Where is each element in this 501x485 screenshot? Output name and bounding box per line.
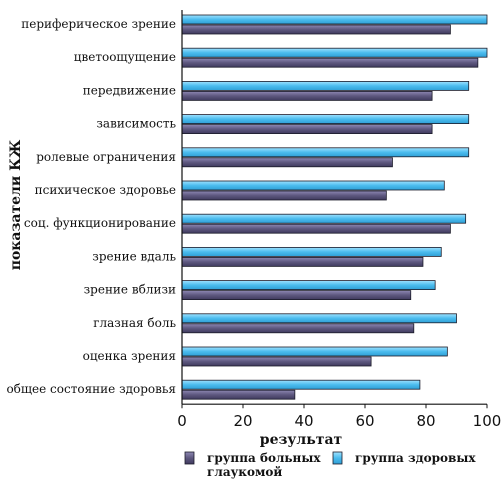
bar-healthy-8 — [181, 280, 436, 291]
bar-glaucoma-8 — [181, 290, 412, 301]
x-tick-label: 40 — [294, 412, 313, 430]
bar-glaucoma-3 — [181, 124, 433, 134]
legend-label: группа здоровых — [355, 451, 476, 465]
bar-glaucoma-7 — [181, 256, 424, 267]
category-label: психическое здоровье — [35, 183, 176, 197]
bar-healthy-10 — [181, 346, 448, 357]
category-labels: периферическое зрение цветоощущение передв… — [6, 17, 176, 396]
category-label: общее состояние здоровья — [6, 382, 176, 396]
bar-glaucoma-4 — [181, 157, 393, 168]
x-tick-label: 80 — [416, 412, 435, 430]
legend-swatch — [332, 451, 343, 465]
bar-glaucoma-10 — [181, 356, 372, 367]
category-label: оценка зрения — [83, 349, 176, 363]
category-label: зависимость — [96, 117, 176, 131]
bar-healthy-5 — [181, 180, 445, 191]
bar-healthy-1 — [181, 47, 488, 58]
category-label: периферическое зрение — [21, 17, 176, 31]
bars-layer — [181, 14, 488, 400]
x-tick-label: 100 — [473, 412, 501, 430]
bar-glaucoma-2 — [181, 91, 433, 101]
legend: группа больных глаукомой группа здоровых — [184, 451, 476, 479]
category-label: соц. функционирование — [24, 216, 176, 230]
bar-glaucoma-11 — [181, 389, 296, 400]
bar-glaucoma-1 — [181, 57, 479, 68]
legend-label: группа больных глаукомой — [207, 451, 321, 479]
bar-healthy-3 — [181, 114, 470, 124]
legend-swatch — [184, 451, 195, 465]
bar-healthy-2 — [181, 81, 470, 91]
y-axis-title: показатели КЖ — [8, 139, 24, 270]
bar-glaucoma-6 — [181, 223, 451, 234]
bar-glaucoma-9 — [181, 323, 415, 334]
bar-glaucoma-0 — [181, 24, 451, 35]
x-axis: 0 20 40 60 80 100 — [177, 10, 501, 430]
bar-healthy-11 — [181, 379, 421, 390]
bar-glaucoma-5 — [181, 190, 387, 201]
category-label: зрение вблизи — [84, 283, 176, 297]
bar-healthy-0 — [181, 14, 488, 25]
category-label: ролевые ограничения — [36, 150, 176, 164]
bar-healthy-9 — [181, 313, 457, 324]
category-label: цветоощущение — [74, 50, 176, 64]
x-tick-label: 20 — [233, 412, 252, 430]
bar-healthy-7 — [181, 246, 442, 257]
bar-healthy-4 — [181, 147, 470, 158]
category-label: зрение вдаль — [92, 249, 176, 263]
bar-healthy-6 — [181, 213, 467, 224]
category-label: передвижение — [83, 83, 176, 97]
x-tick-label: 0 — [177, 412, 187, 430]
x-axis-title: результат — [260, 432, 343, 448]
x-tick-label: 60 — [355, 412, 374, 430]
category-label: глазная боль — [93, 316, 176, 330]
